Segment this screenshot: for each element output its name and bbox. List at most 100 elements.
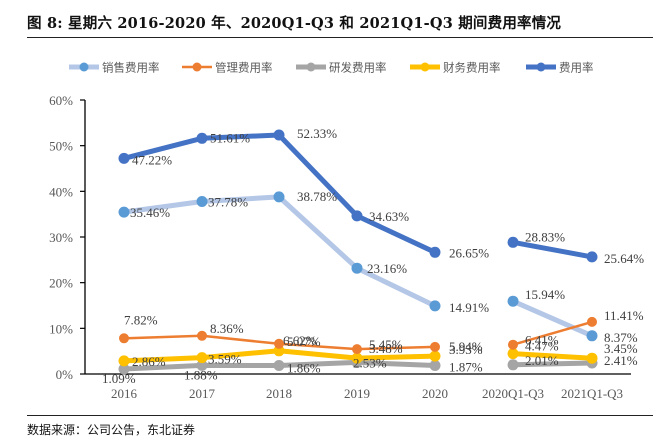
data-label: 34.63% bbox=[369, 209, 409, 224]
series-4 bbox=[118, 345, 598, 367]
legend-swatch-marker bbox=[79, 62, 89, 72]
legend-item: 销售费用率 bbox=[69, 61, 160, 75]
data-point bbox=[352, 344, 362, 355]
chart-data-labels: 35.46% 37.78% 38.78% 23.16% 14.91% 15.94% 8.37… bbox=[102, 126, 644, 386]
y-axis-ticks: 0% 10% 20% 30% 40% 50% 60% bbox=[49, 93, 85, 382]
legend-label: 费用率 bbox=[559, 61, 594, 75]
data-label: 8.37% bbox=[604, 330, 638, 345]
data-point bbox=[587, 316, 597, 327]
x-tick-label: 2018 bbox=[266, 386, 292, 401]
data-source-note: 数据来源：公司公告，东北证券 bbox=[27, 423, 196, 437]
data-point bbox=[507, 236, 519, 248]
legend-label: 销售费用率 bbox=[102, 61, 160, 75]
chart-series bbox=[118, 129, 598, 375]
y-tick-label: 0% bbox=[56, 367, 74, 382]
data-point bbox=[273, 360, 285, 371]
data-point bbox=[507, 295, 519, 307]
data-label: 5.94% bbox=[449, 339, 483, 354]
legend-item: 财务费用率 bbox=[410, 61, 501, 75]
data-point bbox=[586, 251, 598, 263]
data-point bbox=[118, 363, 130, 375]
data-label: 3.93% bbox=[449, 342, 483, 357]
x-tick-label: 2020 bbox=[422, 386, 448, 401]
x-tick-label: 2021Q1-Q3 bbox=[561, 386, 623, 401]
x-tick-label: 2016 bbox=[111, 386, 138, 401]
data-point bbox=[429, 360, 441, 371]
series-line bbox=[511, 320, 594, 346]
data-label: 6.62% bbox=[283, 333, 317, 348]
data-label: 2.41% bbox=[604, 353, 638, 368]
data-point bbox=[429, 350, 441, 362]
y-tick-label: 30% bbox=[49, 230, 73, 245]
data-label: 15.94% bbox=[525, 287, 565, 302]
data-label: 38.78% bbox=[297, 189, 337, 204]
data-point bbox=[430, 341, 440, 352]
legend-item: 研发费用率 bbox=[296, 61, 387, 75]
data-label: 52.33% bbox=[297, 126, 337, 141]
y-tick-label: 20% bbox=[49, 276, 73, 291]
data-label: 2.86% bbox=[132, 354, 166, 369]
data-label: 8.36% bbox=[210, 321, 244, 336]
x-tick-label: 2020Q1-Q3 bbox=[482, 386, 544, 401]
data-point bbox=[196, 359, 208, 371]
series-3 bbox=[118, 356, 598, 375]
series-line bbox=[510, 239, 595, 260]
data-label: 14.91% bbox=[449, 300, 489, 315]
data-point bbox=[273, 129, 285, 141]
chart-legend: 销售费用率 管理费用率 研发费用率 财务费用率 费用率 bbox=[69, 61, 594, 75]
legend-swatch-marker bbox=[420, 62, 430, 72]
legend-item: 费用率 bbox=[526, 61, 594, 75]
data-label: 2.53% bbox=[353, 355, 387, 370]
data-label: 1.87% bbox=[449, 359, 483, 374]
data-label: 3.45% bbox=[604, 341, 638, 356]
data-label: 47.22% bbox=[132, 152, 172, 167]
legend-swatch-marker bbox=[536, 62, 546, 72]
data-label: 3.59% bbox=[208, 352, 242, 367]
y-tick-label: 10% bbox=[49, 321, 73, 336]
data-label: 4.47% bbox=[525, 339, 559, 354]
y-tick-label: 60% bbox=[49, 93, 73, 108]
x-tick-label: 2019 bbox=[344, 386, 370, 401]
data-label: 5.45% bbox=[369, 337, 403, 352]
legend-label: 研发费用率 bbox=[329, 61, 387, 75]
data-label: 5.07% bbox=[287, 334, 321, 349]
data-point bbox=[586, 352, 598, 364]
data-point bbox=[351, 262, 363, 274]
data-label: 7.82% bbox=[124, 312, 158, 327]
data-label: 51.61% bbox=[210, 130, 250, 145]
data-point bbox=[118, 355, 130, 367]
data-label: 25.64% bbox=[604, 251, 644, 266]
data-point bbox=[429, 246, 441, 258]
x-axis-ticks: 2016 2017 2018 2019 2020 2020Q1-Q3 2021Q1-Q3 bbox=[111, 386, 623, 401]
data-point bbox=[118, 152, 130, 164]
data-point bbox=[351, 210, 363, 222]
data-label: 1.88% bbox=[184, 367, 218, 382]
data-point bbox=[508, 339, 518, 350]
data-label: 28.83% bbox=[525, 229, 565, 244]
data-label: 1.09% bbox=[102, 371, 136, 386]
data-point bbox=[273, 345, 285, 357]
data-point bbox=[507, 348, 519, 360]
title-divider bbox=[27, 37, 653, 38]
data-label: 11.41% bbox=[604, 308, 644, 323]
series-line bbox=[510, 298, 595, 339]
data-label: 6.41% bbox=[525, 333, 559, 348]
series-line bbox=[510, 360, 595, 368]
legend-label: 管理费用率 bbox=[215, 61, 273, 75]
data-label: 2.01% bbox=[525, 353, 559, 368]
figure-title: 图 8: 星期六 2016-2020 年、2020Q1-Q3 和 2021Q1-… bbox=[27, 15, 562, 32]
data-label: 23.16% bbox=[367, 261, 407, 276]
series-2 bbox=[119, 316, 597, 355]
data-point bbox=[196, 196, 208, 207]
data-label: 37.78% bbox=[208, 194, 248, 209]
legend-swatch-marker bbox=[306, 62, 316, 72]
data-label: 35.46% bbox=[130, 205, 170, 220]
data-point bbox=[507, 359, 519, 371]
data-label: 3.48% bbox=[369, 341, 403, 356]
data-point bbox=[197, 330, 207, 341]
data-point bbox=[351, 352, 363, 364]
data-point bbox=[274, 338, 284, 349]
legend-label: 财务费用率 bbox=[443, 61, 501, 75]
series-5 bbox=[118, 129, 598, 263]
